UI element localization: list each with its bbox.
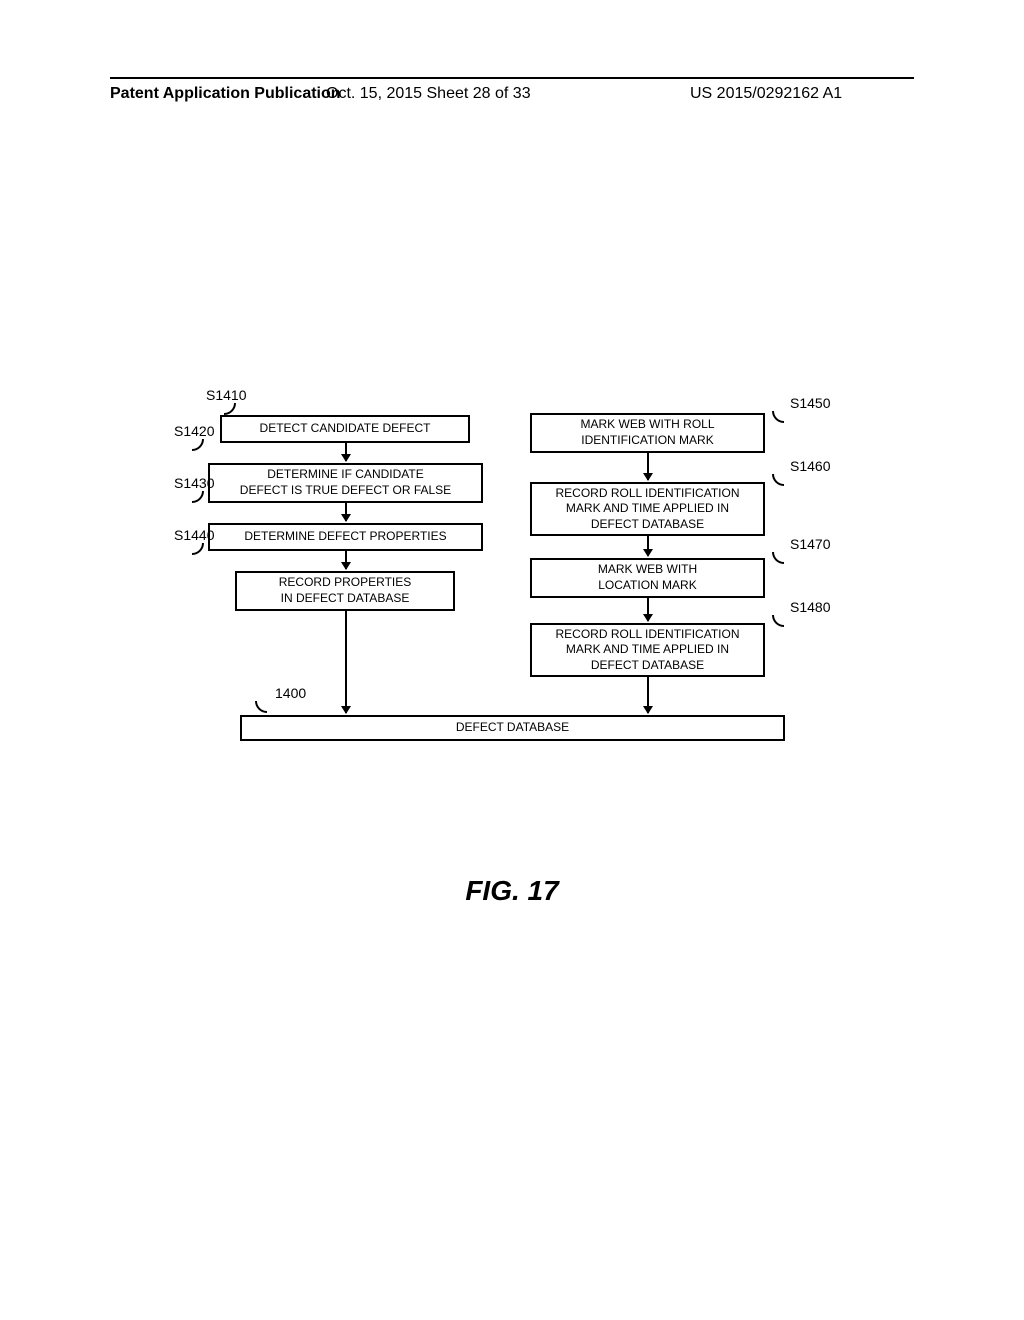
flowchart-arrow — [345, 551, 347, 569]
leader-curve — [192, 439, 204, 451]
flowchart-arrow — [647, 598, 649, 621]
flowchart-box: RECORD ROLL IDENTIFICATIONMARK AND TIME … — [530, 623, 765, 677]
flowchart-step-label: S1440 — [174, 527, 214, 543]
leader-curve — [772, 615, 784, 627]
figure-label: FIG. 17 — [0, 875, 1024, 907]
flowchart-box: RECORD ROLL IDENTIFICATIONMARK AND TIME … — [530, 482, 765, 536]
flowchart-arrow — [647, 677, 649, 713]
leader-curve — [772, 474, 784, 486]
flowchart-step-label: S1450 — [790, 395, 830, 411]
leader-curve — [772, 411, 784, 423]
flowchart-arrow — [647, 453, 649, 480]
header-right-text: US 2015/0292162 A1 — [690, 85, 842, 103]
flowchart-box: MARK WEB WITHLOCATION MARK — [530, 558, 765, 598]
flowchart-arrow — [647, 536, 649, 556]
header-left-text: Patent Application Publication — [110, 85, 341, 103]
flowchart-diagram: DETECT CANDIDATE DEFECT DETERMINE IF CAND… — [180, 395, 820, 795]
flowchart-step-label: S1430 — [174, 475, 214, 491]
flowchart-box: MARK WEB WITH ROLLIDENTIFICATION MARK — [530, 413, 765, 453]
flowchart-box: DETERMINE DEFECT PROPERTIES — [208, 523, 483, 551]
flowchart-box: DEFECT DATABASE — [240, 715, 785, 741]
leader-curve — [192, 543, 204, 555]
flowchart-box: DETERMINE IF CANDIDATEDEFECT IS TRUE DEF… — [208, 463, 483, 503]
leader-curve — [192, 491, 204, 503]
flowchart-arrow — [345, 503, 347, 521]
header-rule — [110, 77, 914, 79]
flowchart-step-label: S1480 — [790, 599, 830, 615]
leader-curve — [224, 403, 236, 415]
leader-curve — [772, 552, 784, 564]
flowchart-step-label: S1470 — [790, 536, 830, 552]
header-mid-text: Oct. 15, 2015 Sheet 28 of 33 — [326, 85, 531, 103]
flowchart-box: DETECT CANDIDATE DEFECT — [220, 415, 470, 443]
flowchart-step-label: S1420 — [174, 423, 214, 439]
flowchart-box: RECORD PROPERTIESIN DEFECT DATABASE — [235, 571, 455, 611]
leader-curve — [255, 701, 267, 713]
flowchart-step-label: S1460 — [790, 458, 830, 474]
database-label: 1400 — [275, 685, 306, 701]
flowchart-step-label: S1410 — [206, 387, 246, 403]
flowchart-arrow — [345, 611, 347, 713]
flowchart-arrow — [345, 443, 347, 461]
